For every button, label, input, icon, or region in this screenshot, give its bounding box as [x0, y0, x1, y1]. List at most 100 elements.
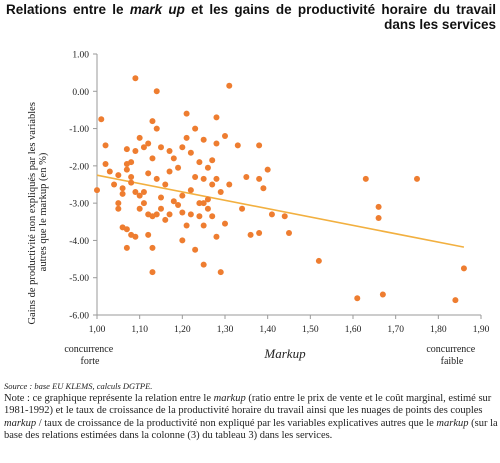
y-axis-label-line-2: autres que le markup (en %) — [38, 152, 49, 271]
data-point — [166, 168, 173, 175]
data-point — [379, 291, 386, 298]
note-italic-2: markup — [4, 417, 37, 429]
note-italic-1: markup — [213, 393, 246, 404]
data-point — [123, 146, 130, 153]
data-point — [192, 174, 199, 181]
data-point — [102, 142, 109, 149]
data-point — [187, 211, 194, 218]
y-tick-label: -1.00 — [69, 125, 89, 135]
data-point — [166, 211, 173, 218]
x-tick-label: 1,90 — [473, 325, 490, 335]
data-point — [158, 144, 164, 151]
data-point — [268, 211, 275, 218]
data-point — [149, 244, 156, 251]
data-point — [179, 192, 186, 199]
scatter-chart: 1.000.00-1.00-2.00-3.00-4.00-5.00-6.001,… — [27, 51, 490, 368]
data-point — [132, 75, 139, 82]
y-tick-label: -2.00 — [69, 162, 89, 172]
axes — [93, 53, 482, 319]
data-point — [153, 88, 160, 95]
data-point — [362, 175, 369, 182]
data-point — [183, 222, 190, 229]
data-point — [247, 231, 254, 238]
data-point — [149, 155, 156, 162]
data-point — [132, 147, 139, 154]
data-point — [264, 166, 271, 173]
data-point — [192, 125, 199, 132]
x-right-end-label-line-1: concurrence — [426, 344, 475, 355]
data-point — [175, 164, 182, 171]
data-point — [187, 149, 194, 156]
data-point — [209, 213, 216, 220]
data-point — [196, 213, 203, 220]
data-point — [452, 297, 459, 304]
x-tick-label: 1,10 — [131, 325, 148, 335]
data-point — [286, 229, 292, 236]
data-point — [256, 175, 263, 182]
title-italic: mark up — [129, 2, 185, 17]
data-point — [200, 261, 207, 268]
x-tick-label: 1,70 — [387, 325, 404, 335]
data-point — [200, 200, 207, 207]
trendline-group — [96, 174, 465, 248]
data-point — [315, 257, 322, 264]
data-point — [162, 216, 169, 223]
data-points — [94, 75, 467, 304]
data-point — [192, 246, 199, 253]
data-point — [187, 187, 194, 194]
data-point — [115, 172, 122, 179]
data-point — [128, 179, 135, 186]
data-point — [204, 205, 211, 212]
data-point — [170, 198, 177, 205]
data-point — [179, 237, 186, 244]
data-point — [222, 220, 228, 227]
note-italic-3: markup — [436, 417, 469, 429]
data-point — [123, 244, 130, 251]
data-point — [170, 155, 177, 162]
note-text-2: (ratio entre le prix de vente et le coût… — [4, 393, 492, 417]
x-left-end-label-line-1: concurrence — [64, 344, 113, 355]
data-point — [140, 188, 147, 195]
data-point — [217, 269, 224, 276]
source-note: Source : base EU KLEMS, calculs DGTPE. — [4, 381, 153, 391]
data-point — [213, 175, 220, 182]
x-tick-label: 1,20 — [174, 325, 191, 335]
data-point — [128, 174, 135, 181]
data-point — [243, 174, 250, 181]
data-point — [153, 175, 160, 182]
y-tick-label: 0.00 — [72, 88, 89, 98]
y-tick-label: -4.00 — [69, 237, 89, 247]
x-tick-label: 1,80 — [430, 325, 447, 335]
data-point — [145, 140, 152, 147]
data-point — [234, 142, 241, 149]
x-right-end-label: concurrence faible — [426, 344, 477, 367]
data-point — [354, 295, 361, 302]
data-point — [115, 200, 122, 207]
data-point — [222, 133, 228, 140]
data-point — [153, 211, 160, 218]
note-text-1: Note : ce graphique représente la relati… — [4, 393, 214, 404]
chart-title: Relations entre le mark up et les gains … — [6, 2, 496, 32]
data-point — [260, 185, 267, 192]
tick-labels: 1.000.00-1.00-2.00-3.00-4.00-5.00-6.001,… — [69, 51, 489, 336]
note-text-4: (sur la base des relations estimées dans… — [4, 417, 498, 442]
data-point — [158, 205, 164, 212]
x-left-end-label-line-2: forte — [81, 356, 100, 367]
data-point — [102, 160, 109, 167]
data-point — [149, 269, 156, 276]
data-point — [196, 200, 203, 207]
data-point — [111, 181, 118, 188]
x-tick-label: 1,60 — [345, 325, 362, 335]
data-point — [226, 82, 233, 89]
data-point — [204, 164, 211, 171]
data-point — [94, 187, 100, 194]
y-tick-label: -3.00 — [69, 200, 89, 210]
data-point — [179, 209, 186, 216]
data-point — [226, 181, 233, 188]
y-axis-label-line-1: Gains de productivité non expliqués par … — [27, 102, 38, 324]
data-point — [98, 116, 105, 123]
explanatory-note: Note : ce graphique représente la relati… — [4, 393, 498, 443]
title-part-1: Relations entre le — [6, 2, 130, 17]
data-point — [200, 175, 207, 182]
data-point — [183, 134, 190, 141]
